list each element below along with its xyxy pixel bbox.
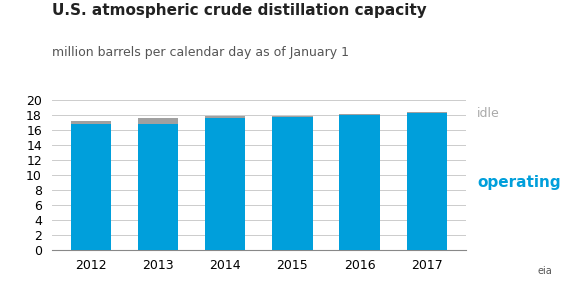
Bar xyxy=(339,113,380,115)
Bar xyxy=(138,124,178,250)
Bar xyxy=(272,116,313,117)
Bar xyxy=(272,117,313,250)
Bar xyxy=(407,112,447,113)
Bar xyxy=(339,115,380,250)
Text: eia: eia xyxy=(537,265,552,276)
Text: million barrels per calendar day as of January 1: million barrels per calendar day as of J… xyxy=(52,46,349,59)
Bar xyxy=(407,113,447,250)
Bar xyxy=(71,124,111,250)
Bar xyxy=(205,118,246,250)
Bar xyxy=(138,118,178,124)
Bar xyxy=(205,116,246,118)
Text: U.S. atmospheric crude distillation capacity: U.S. atmospheric crude distillation capa… xyxy=(52,3,427,18)
Bar xyxy=(71,121,111,124)
Text: operating: operating xyxy=(477,175,561,190)
Text: idle: idle xyxy=(477,107,500,120)
